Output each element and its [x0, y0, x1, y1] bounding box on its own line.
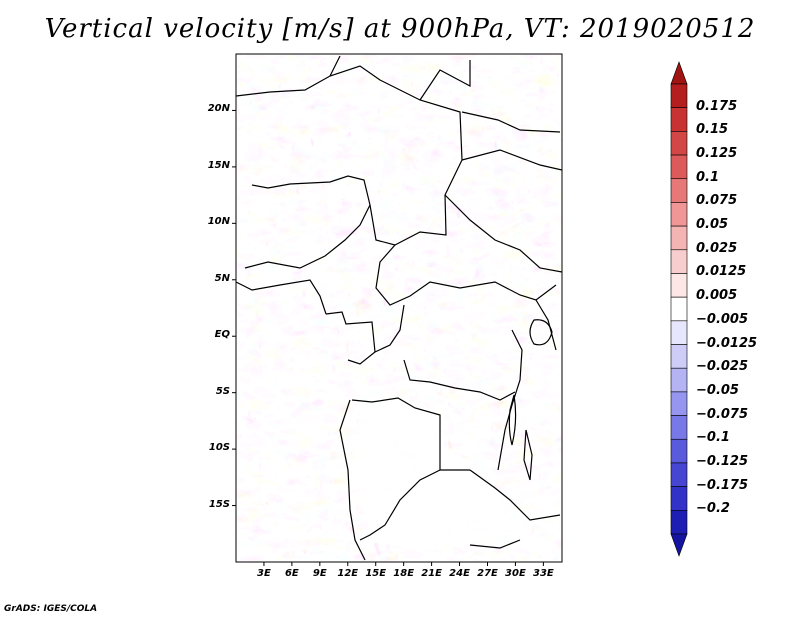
- lon-label: 27E: [477, 568, 498, 579]
- colorbar-swatch: [670, 296, 688, 322]
- lon-label: 18E: [393, 568, 415, 579]
- colorbar: [670, 61, 688, 557]
- colorbar-swatch: [670, 320, 688, 345]
- grads-credit: GrADS: IGES/COLA: [4, 604, 98, 614]
- lon-label: 15E: [365, 568, 387, 579]
- lat-label: 15N: [207, 159, 230, 171]
- calm-region: [356, 402, 505, 552]
- lat-label: 15S: [208, 498, 230, 510]
- colorbar-swatch: [670, 273, 688, 298]
- colorbar-label: −0.0125: [696, 335, 758, 351]
- plot-frame: [235, 53, 563, 563]
- colorbar-swatch: [670, 83, 688, 108]
- colorbar-swatch: [670, 415, 688, 440]
- colorbar-swatch: [670, 131, 688, 156]
- colorbar-bottom-arrow: [670, 533, 688, 557]
- colorbar-swatch: [670, 225, 688, 251]
- colorbar-swatch: [670, 178, 688, 203]
- lon-label: 21E: [421, 568, 442, 579]
- colorbar-swatch: [670, 367, 688, 393]
- lon-label: 30E: [505, 568, 526, 579]
- colorbar-label: 0.1: [696, 169, 720, 185]
- lon-label: 9E: [312, 568, 327, 579]
- map-title: Vertical velocity [m/s] at 900hPa, VT: 2…: [44, 14, 756, 44]
- lat-label: 10N: [207, 216, 230, 228]
- colorbar-label: −0.005: [696, 311, 749, 327]
- colorbar-label: −0.125: [696, 453, 749, 469]
- colorbar-swatch: [670, 154, 688, 180]
- colorbar-label: 0.125: [696, 146, 738, 162]
- colorbar-label: 0.005: [696, 288, 738, 304]
- lon-label: 33E: [532, 568, 554, 579]
- lon-label: 6E: [284, 568, 299, 579]
- colorbar-swatch: [670, 486, 688, 511]
- calm-region-east: [500, 485, 560, 548]
- colorbar-label: 0.15: [696, 122, 729, 138]
- colorbar-swatch: [670, 438, 688, 464]
- colorbar-label: 0.05: [696, 217, 729, 233]
- lon-label: 24E: [449, 568, 470, 579]
- lat-label: 10S: [208, 442, 230, 454]
- colorbar-label: −0.2: [696, 501, 730, 517]
- colorbar-label: −0.075: [696, 406, 749, 422]
- lakes: [508, 319, 553, 481]
- velocity-field: [236, 54, 562, 562]
- lat-label: 5N: [214, 272, 230, 284]
- lon-label: 3E: [257, 568, 271, 579]
- axis-ticks: [232, 109, 544, 566]
- country-borders: [236, 55, 562, 561]
- colorbar-label: −0.05: [696, 382, 739, 398]
- colorbar-swatch: [670, 249, 688, 274]
- colorbar-label: 0.025: [696, 240, 738, 256]
- colorbar-swatch: [670, 202, 688, 227]
- colorbar-label: 0.075: [696, 193, 738, 209]
- colorbar-swatch: [670, 510, 688, 535]
- lat-label: 5S: [215, 385, 230, 397]
- colorbar-swatch: [670, 462, 688, 487]
- colorbar-label: −0.025: [696, 359, 749, 375]
- colorbar-label: −0.1: [696, 430, 730, 446]
- colorbar-label: 0.175: [696, 98, 738, 114]
- colorbar-label: −0.175: [696, 477, 749, 493]
- colorbar-swatch: [670, 391, 688, 416]
- colorbar-label: 0.0125: [696, 264, 747, 280]
- colorbar-swatch: [670, 107, 688, 132]
- colorbar-swatch: [670, 344, 688, 369]
- lat-label: 20N: [207, 103, 230, 115]
- lon-label: 12E: [337, 568, 359, 579]
- lat-label: EQ: [214, 329, 230, 341]
- colorbar-top-arrow: [670, 61, 688, 85]
